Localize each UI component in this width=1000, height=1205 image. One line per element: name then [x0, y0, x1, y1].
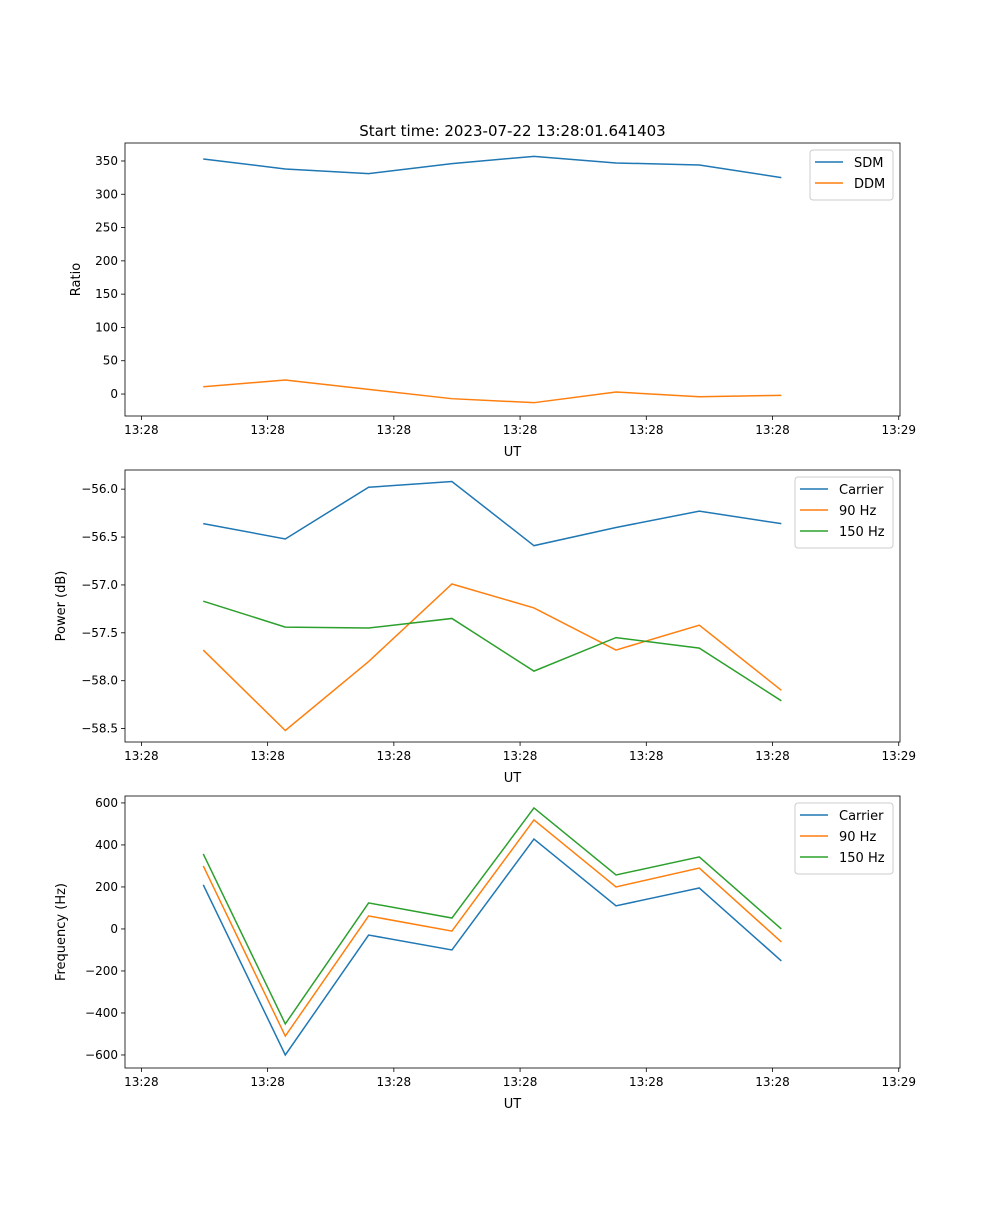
y-tick-label: −56.0 [81, 482, 118, 496]
x-tick-label: 13:29 [881, 423, 916, 437]
series-line-90-hz [202, 583, 782, 732]
series-line-carrier [203, 480, 782, 547]
y-tick-label: −200 [85, 964, 118, 978]
legend: Carrier 90 Hz 150 Hz [794, 476, 894, 549]
legend-label: 90 Hz [839, 830, 876, 845]
legend: Carrier 90 Hz 150 Hz [794, 802, 894, 875]
series-line-carrier [202, 837, 782, 1057]
x-tick-label: 13:28 [250, 1075, 285, 1089]
y-axis-label: Ratio [69, 263, 84, 296]
subplot-2: 13:28 13:28 13:28 13:28 13:28 13:28 13:29 −58.5… [54, 469, 916, 786]
y-tick-label: −57.5 [81, 626, 118, 640]
x-tick-label: 13:28 [377, 1075, 412, 1089]
y-axis-label: Power (dB) [54, 571, 69, 642]
y-tick-label: 150 [95, 287, 118, 301]
y-tick-label: 350 [95, 154, 118, 168]
y-tick-label: 250 [95, 221, 118, 235]
legend-label: 90 Hz [839, 504, 876, 519]
y-tick-label: 300 [95, 187, 118, 201]
y-tick-label: 400 [95, 838, 118, 852]
y-tick-label: 100 [95, 320, 118, 334]
legend: SDM DDM [809, 149, 894, 201]
x-axis-label: UT [504, 1097, 522, 1112]
x-axis-label: UT [504, 445, 522, 460]
series-line-150-hz [202, 806, 782, 1026]
x-tick-label: 13:28 [250, 423, 285, 437]
x-tick-label: 13:28 [629, 749, 664, 763]
x-tick-label: 13:28 [755, 749, 790, 763]
x-tick-label: 13:28 [755, 1075, 790, 1089]
y-tick-label: 0 [110, 922, 118, 936]
axes-frame [124, 795, 901, 1069]
x-tick-label: 13:29 [881, 749, 916, 763]
legend-label: Carrier [839, 483, 884, 498]
x-tick-label: 13:28 [755, 423, 790, 437]
chart-title: Start time: 2023-07-22 13:28:01.641403 [359, 122, 665, 140]
y-tick-label: 0 [110, 387, 118, 401]
x-tick-label: 13:28 [377, 423, 412, 437]
legend-label: DDM [854, 177, 885, 192]
y-tick-label: 200 [95, 880, 118, 894]
x-tick-label: 13:29 [881, 1075, 916, 1089]
y-tick-label: −600 [85, 1048, 118, 1062]
legend-label: SDM [854, 156, 883, 171]
y-tick-label: 600 [95, 796, 118, 810]
series-line-ddm [203, 379, 782, 404]
x-axis-label: UT [504, 771, 522, 786]
series-line-90-hz [202, 818, 782, 1038]
legend-label: 150 Hz [839, 525, 885, 540]
y-tick-label: −58.0 [81, 674, 118, 688]
y-tick-label: 50 [103, 354, 118, 368]
subplot-3: 13:28 13:28 13:28 13:28 13:28 13:28 13:29 −600 −… [54, 795, 916, 1112]
x-tick-label: 13:28 [503, 1075, 538, 1089]
axes-frame [124, 142, 901, 417]
x-tick-label: 13:28 [629, 423, 664, 437]
x-tick-label: 13:28 [250, 749, 285, 763]
x-tick-label: 13:28 [503, 423, 538, 437]
legend-label: Carrier [839, 809, 884, 824]
x-tick-label: 13:28 [629, 1075, 664, 1089]
y-tick-label: 200 [95, 254, 118, 268]
x-tick-label: 13:28 [124, 1075, 159, 1089]
y-tick-label: −56.5 [81, 530, 118, 544]
y-axis-label: Frequency (Hz) [54, 883, 69, 981]
y-tick-label: −400 [85, 1006, 118, 1020]
subplot-1: Start time: 2023-07-22 13:28:01.641403 13… [69, 122, 916, 460]
x-tick-label: 13:28 [503, 749, 538, 763]
axes-frame [124, 469, 901, 743]
x-tick-label: 13:28 [124, 749, 159, 763]
y-tick-label: −58.5 [81, 722, 118, 736]
series-line-sdm [203, 155, 782, 179]
x-tick-label: 13:28 [377, 749, 412, 763]
legend-label: 150 Hz [839, 851, 885, 866]
x-tick-label: 13:28 [124, 423, 159, 437]
series-line-150-hz [203, 600, 782, 702]
y-tick-label: −57.0 [81, 578, 118, 592]
